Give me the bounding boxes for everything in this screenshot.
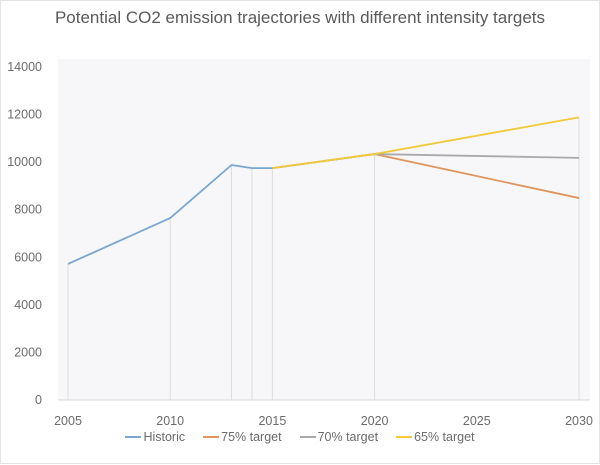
y-tick-label: 14000 — [7, 60, 42, 74]
legend-item: 75% target — [203, 430, 282, 444]
series-line-historic — [67, 164, 273, 265]
legend-swatch — [203, 436, 220, 438]
legend-label: 75% target — [221, 430, 282, 444]
y-tick-label: 6000 — [14, 250, 42, 264]
legend-swatch — [299, 436, 316, 438]
legend-label: Historic — [143, 430, 186, 444]
legend-item: Historic — [125, 430, 185, 444]
legend-swatch — [396, 436, 413, 438]
y-tick-label: 12000 — [7, 108, 42, 122]
y-tick-label: 10000 — [7, 155, 42, 169]
y-tick-label: 8000 — [14, 203, 42, 217]
y-tick-label: 0 — [35, 393, 42, 407]
plot-area — [58, 59, 590, 400]
x-tick-label: 2030 — [565, 414, 593, 428]
x-tick-label: 2015 — [258, 414, 286, 428]
legend-label: 70% target — [317, 430, 379, 444]
legend-label: 65% target — [414, 430, 475, 444]
legend-item: 70% target — [299, 430, 379, 444]
x-tick-label: 2010 — [156, 414, 184, 428]
y-tick-label: 2000 — [14, 345, 42, 359]
y-tick-label: 4000 — [14, 298, 42, 312]
chart-title: Potential CO2 emission trajectories with… — [54, 8, 546, 27]
legend-swatch — [125, 436, 142, 438]
series-line-65-target — [272, 116, 580, 169]
x-tick-label: 2025 — [463, 414, 491, 428]
legend-item: 65% target — [396, 430, 475, 444]
x-tick-label: 2005 — [54, 414, 82, 428]
chart-legend: Historic 75% target 70% target 65% target — [0, 430, 600, 444]
x-tick-label: 2020 — [361, 414, 389, 428]
